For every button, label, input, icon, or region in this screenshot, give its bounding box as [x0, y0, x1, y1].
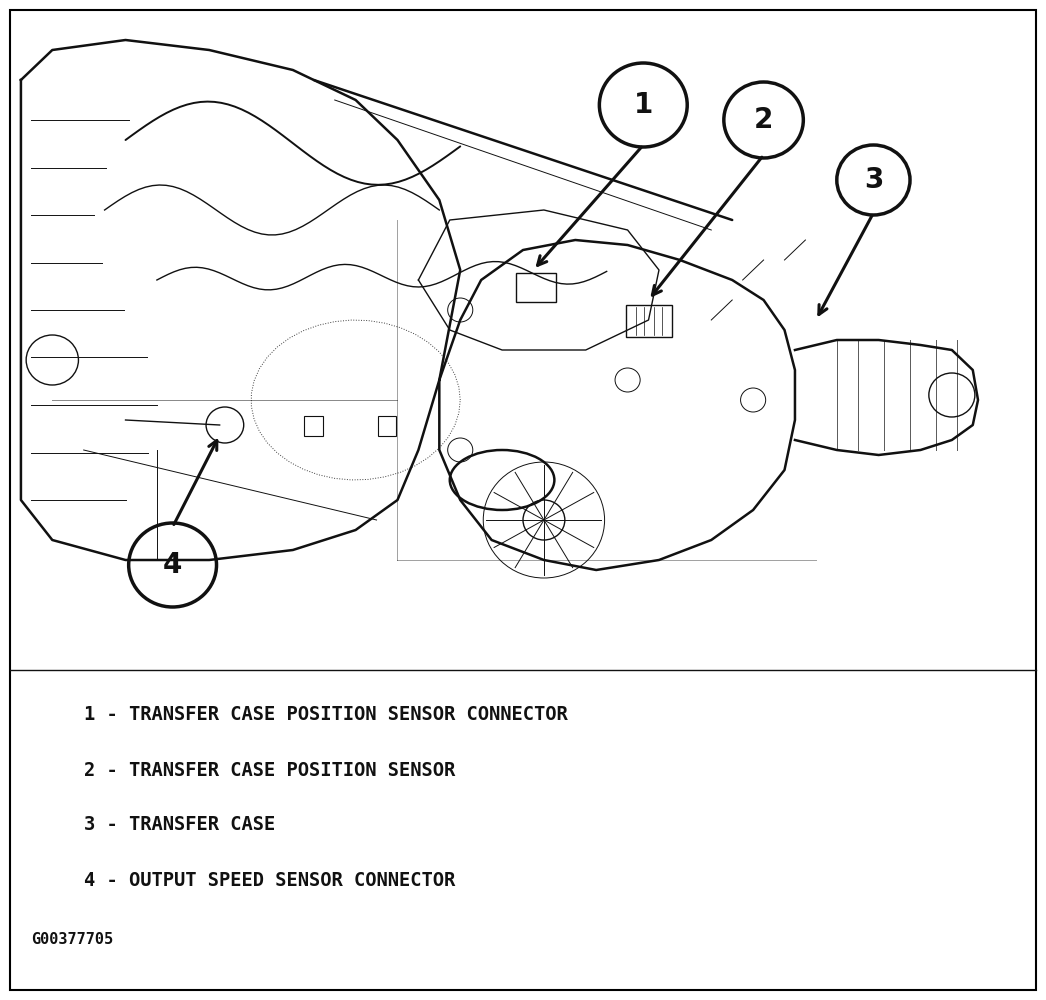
Text: G00377705: G00377705	[31, 932, 114, 948]
Circle shape	[129, 523, 217, 607]
Circle shape	[599, 63, 687, 147]
FancyBboxPatch shape	[626, 305, 672, 337]
Text: 1 - TRANSFER CASE POSITION SENSOR CONNECTOR: 1 - TRANSFER CASE POSITION SENSOR CONNEC…	[84, 706, 567, 724]
FancyBboxPatch shape	[378, 416, 396, 436]
Text: 4 - OUTPUT SPEED SENSOR CONNECTOR: 4 - OUTPUT SPEED SENSOR CONNECTOR	[84, 870, 455, 890]
FancyBboxPatch shape	[304, 416, 323, 436]
Text: 3 - TRANSFER CASE: 3 - TRANSFER CASE	[84, 816, 275, 834]
Circle shape	[724, 82, 803, 158]
Text: 4: 4	[163, 551, 182, 579]
Text: 3: 3	[864, 166, 883, 194]
FancyBboxPatch shape	[516, 273, 556, 302]
Text: 1: 1	[634, 91, 653, 119]
Circle shape	[837, 145, 910, 215]
Text: 2: 2	[754, 106, 773, 134]
Text: 2 - TRANSFER CASE POSITION SENSOR: 2 - TRANSFER CASE POSITION SENSOR	[84, 761, 455, 780]
